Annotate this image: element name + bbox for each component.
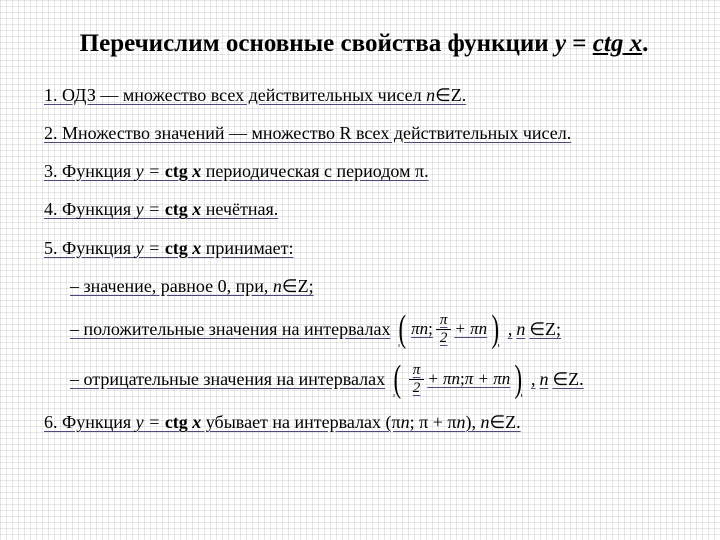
sub2-a: – положительные значения на интервалах (70, 317, 390, 341)
sub1-a: – значение, равное 0, при, (70, 276, 273, 296)
item-4: 4. Функция y = ctg x нечётная. (44, 197, 684, 221)
item-1-text: 1. ОДЗ — множество всех действительных ч… (44, 85, 426, 105)
item-3: 3. Функция y = ctg x периодическая с пер… (44, 159, 684, 183)
interval-neg-inner: π 2 + πn; π + πn (404, 363, 513, 396)
subitem-1: – значение, равное 0, при, n∈Z; (70, 274, 684, 298)
slide-title: Перечислим основные свойства функции y =… (44, 28, 684, 61)
fraction-pi-2: π 2 (436, 313, 452, 346)
interval-negative: ( π 2 + πn; π + πn ) (391, 360, 525, 398)
interval-positive: ( πn; π 2 + πn ) (396, 310, 501, 348)
item-6-f: ), (465, 412, 480, 432)
paren-right-icon: ) (515, 360, 523, 398)
paren-right-icon: ) (492, 310, 500, 348)
fn-5: y = ctg x (136, 238, 202, 258)
item-4-a: 4. Функция (44, 199, 136, 219)
item-1-n: n (426, 85, 435, 105)
sub3-d: ∈Z. (552, 367, 583, 391)
sub2-n: n (516, 317, 525, 341)
sub1-n: n (273, 276, 282, 296)
item-1-tail: ∈Z. (435, 85, 466, 105)
item-3-a: 3. Функция (44, 161, 136, 181)
fn-6: y = ctg x (136, 412, 202, 432)
title-eq: = (566, 30, 593, 57)
item-2-text: 2. Множество значений — множество R всех… (44, 123, 571, 143)
fraction-pi-2-b: π 2 (409, 363, 425, 396)
title-x: x (623, 30, 642, 57)
subitem-3: – отрицательные значения на интервалах (… (70, 360, 684, 398)
item-6-h: ∈Z. (489, 412, 520, 432)
item-5-a: 5. Функция (44, 238, 136, 258)
item-6-d: ; π + π (410, 412, 457, 432)
title-y: y (555, 30, 566, 57)
title-prefix: Перечислим основные свойства функции (80, 30, 555, 57)
sub3-a: – отрицательные значения на интервалах (70, 367, 385, 391)
paren-left-icon: ( (394, 360, 402, 398)
sub2-d: ∈Z; (529, 317, 561, 341)
title-dot: . (642, 30, 648, 57)
fn-3: y = ctg x (136, 161, 202, 181)
subitem-2: – положительные значения на интервалах (… (70, 310, 684, 348)
item-1: 1. ОДЗ — множество всех действительных ч… (44, 83, 684, 107)
item-6-a: 6. Функция (44, 412, 136, 432)
fn-4: y = ctg x (136, 199, 202, 219)
paren-left-icon: ( (399, 310, 407, 348)
item-3-b: периодическая с периодом π. (201, 161, 428, 181)
item-5: 5. Функция y = ctg x принимает: (44, 236, 684, 260)
sub3-n: n (539, 367, 548, 391)
sub2-b: , (508, 317, 513, 341)
sub1-c: ∈Z; (282, 276, 314, 296)
item-6-c: n (401, 412, 410, 432)
item-5-b: принимает: (201, 238, 293, 258)
sub3-b: , (531, 367, 536, 391)
property-list: 1. ОДЗ — множество всех действительных ч… (44, 83, 684, 435)
slide-content: Перечислим основные свойства функции y =… (0, 0, 720, 469)
item-2: 2. Множество значений — множество R всех… (44, 121, 684, 145)
item-4-b: нечётная. (201, 199, 278, 219)
item-6-b: убывает на интервалах (π (201, 412, 400, 432)
interval-pos-inner: πn; π 2 + πn (409, 313, 489, 346)
title-ctg: ctg (593, 30, 624, 57)
item-6: 6. Функция y = ctg x убывает на интервал… (44, 410, 684, 434)
